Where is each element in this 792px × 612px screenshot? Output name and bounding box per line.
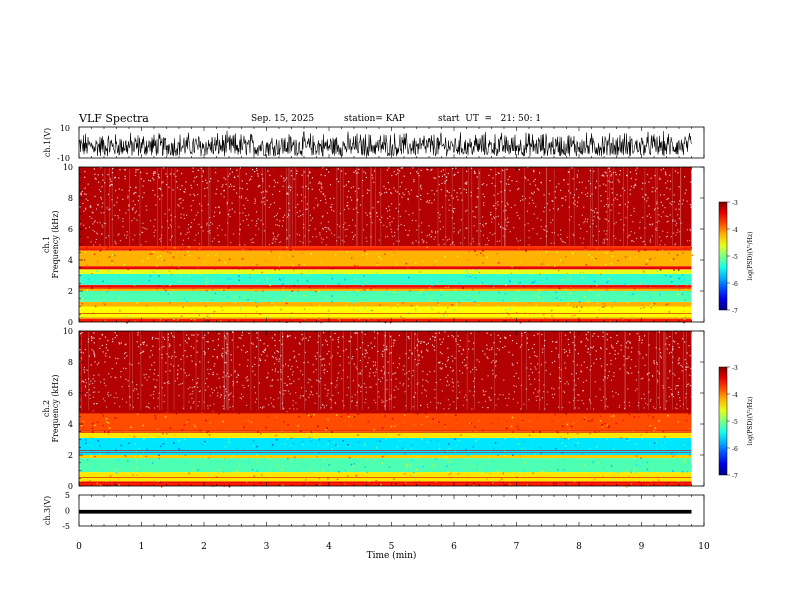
ch2-spectrogram-colorbar-tick-1: -4 bbox=[732, 392, 738, 399]
time-tick-6: 6 bbox=[451, 542, 457, 552]
ch1-spectrogram-band-1 bbox=[79, 306, 692, 319]
ch3-ytick-2: -5 bbox=[62, 522, 70, 531]
ch1-spectrogram-texture bbox=[79, 167, 693, 324]
ch3-ytick-0: 5 bbox=[65, 491, 70, 500]
ch2-spectrogram-band-3 bbox=[79, 455, 692, 459]
ch1-spectrogram-ytick-2: 2 bbox=[68, 287, 73, 296]
ch3-waveform-ylabel: ch.3(V) bbox=[43, 496, 52, 525]
ch2-spectrogram-band-1 bbox=[79, 472, 692, 482]
ch2-spectrogram-colorbar-tick-0: -3 bbox=[732, 365, 738, 372]
ch1-spectrogram-ytick-4: 4 bbox=[68, 256, 73, 265]
ch2-spectrogram-ytick-8: 8 bbox=[68, 358, 73, 367]
time-axis: 0 1 2 3 4 5 6 7 8 9 10 Time (min) bbox=[76, 542, 710, 561]
ch3-waveform-plot: 5 0 -5 ch.3(V) bbox=[43, 491, 692, 531]
ch2-spectrogram-colorbar-tick-3: -6 bbox=[732, 446, 738, 453]
ch1-ytick-max: 10 bbox=[60, 124, 70, 133]
ch1-spectrogram-colorbar-tick-3: -6 bbox=[732, 281, 738, 288]
time-tick-10: 10 bbox=[698, 542, 710, 552]
station-label: station= KAP bbox=[344, 114, 405, 124]
chart-title: VLF Spectra bbox=[79, 112, 149, 125]
ch1-spectrogram-band-6 bbox=[79, 273, 692, 285]
ch2-spectrogram-colorbar-tick-4: -7 bbox=[732, 473, 738, 480]
ch1-spectrogram-band-0 bbox=[79, 318, 692, 322]
ch1-ytick-min: -10 bbox=[57, 154, 70, 163]
ch2-spectrogram-ylabel-frequency: Frequency (kHz) bbox=[51, 374, 60, 442]
ch3-waveform-band bbox=[79, 509, 692, 514]
ch1-spectrogram-colorbar-tick-2: -5 bbox=[732, 254, 738, 261]
ch1-spectrogram-ylabel-channel: ch.1 bbox=[42, 236, 51, 253]
ch1-spectrogram-band-11 bbox=[79, 167, 692, 247]
time-tick-7: 7 bbox=[514, 542, 520, 552]
ch1-waveform-ylabel: ch.1(V) bbox=[43, 128, 52, 157]
time-tick-5: 5 bbox=[389, 542, 395, 552]
time-tick-3: 3 bbox=[264, 542, 270, 552]
ch1-spectrogram-colorbar-tick-4: -7 bbox=[732, 308, 738, 315]
ch1-spectrogram-band-10 bbox=[79, 246, 692, 251]
ch1-spectrogram-ylabel-frequency: Frequency (kHz) bbox=[51, 210, 60, 278]
time-tick-2: 2 bbox=[201, 542, 207, 552]
start-time-label: start UT = 21: 50: 1 bbox=[438, 114, 542, 124]
ch2-spectrogram-ylabel-channel: ch.2 bbox=[42, 400, 51, 417]
ch1-spectrogram-band-2 bbox=[79, 301, 692, 307]
ch1-spectrogram-band-4 bbox=[79, 287, 692, 291]
recording-date: Sep. 15, 2025 bbox=[251, 114, 315, 124]
ch2-spectrogram-band-2 bbox=[79, 458, 692, 473]
ch1-spectrogram-colorbar-tick-0: -3 bbox=[732, 200, 738, 207]
ch2-spectrogram-band-0 bbox=[79, 481, 692, 486]
ch1-spectrogram-band-9 bbox=[79, 250, 692, 267]
ch1-spectrogram-ytick-0: 0 bbox=[68, 318, 73, 327]
ch2-spectrogram-colorbar bbox=[718, 366, 728, 476]
ch2-spectrogram-ytick-6: 6 bbox=[68, 389, 73, 398]
ch1-spectrogram-colorbar-label: log(PSD)(V²/Hz) bbox=[747, 232, 754, 281]
ch1-spectrogram-plot: 0 2 4 6 8 10 ch.1 Frequency (kHz) -3 -4 -5 -6 -7 log(… bbox=[42, 163, 754, 327]
ch2-spectrogram-plot: 0 2 4 6 8 10 ch.2 Frequency (kHz) -3 -4 -5 -6 -7 log(… bbox=[42, 327, 754, 491]
ch1-waveform-line bbox=[78, 130, 692, 157]
time-tick-1: 1 bbox=[139, 542, 145, 552]
ch1-spectrogram-ytick-6: 6 bbox=[68, 225, 73, 234]
time-axis-label: Time (min) bbox=[367, 550, 417, 561]
ch1-spectrogram-band-8 bbox=[79, 266, 692, 270]
ch2-spectrogram-colorbar-tick-2: -5 bbox=[732, 419, 738, 426]
ch1-spectrogram-band-3 bbox=[79, 291, 692, 302]
ch1-spectrogram-band-7 bbox=[79, 269, 692, 274]
ch2-spectrogram-band-4 bbox=[79, 437, 692, 455]
ch1-spectrogram-ytick-8: 8 bbox=[68, 194, 73, 203]
ch1-spectrogram-ytick-10: 10 bbox=[63, 163, 73, 172]
ch2-spectrogram-ytick-0: 0 bbox=[68, 482, 73, 491]
ch1-spectrogram-colorbar-tick-1: -4 bbox=[732, 227, 738, 234]
ch2-spectrogram-ytick-10: 10 bbox=[63, 327, 73, 336]
ch1-waveform-plot: 10 -10 ch.1(V) bbox=[43, 124, 692, 163]
ch2-spectrogram-ytick-4: 4 bbox=[68, 420, 73, 429]
ch2-spectrogram-colorbar-label: log(PSD)(V²/Hz) bbox=[747, 397, 754, 446]
ch2-spectrogram-texture bbox=[79, 331, 693, 488]
ch1-spectrogram-colorbar bbox=[718, 201, 728, 311]
ch2-spectrogram-ytick-2: 2 bbox=[68, 451, 73, 460]
time-tick-9: 9 bbox=[639, 542, 645, 552]
ch3-ytick-1: 0 bbox=[65, 507, 70, 516]
time-tick-8: 8 bbox=[576, 542, 582, 552]
time-tick-0: 0 bbox=[76, 542, 82, 552]
time-tick-4: 4 bbox=[326, 542, 332, 552]
